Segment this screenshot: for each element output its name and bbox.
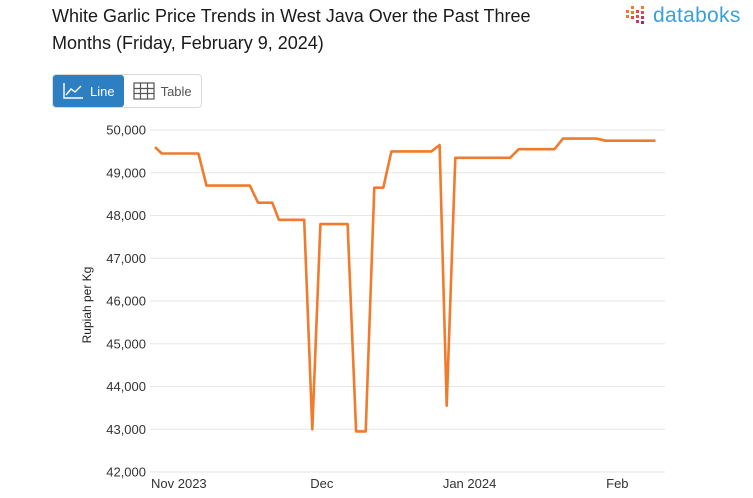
x-axis-ticks: Nov 2023 Dec Jan 2024 Feb [151, 476, 629, 491]
y-tick-label: 44,000 [106, 379, 146, 394]
y-tick-label: 50,000 [106, 123, 146, 138]
y-tick-label: 48,000 [106, 208, 146, 223]
table-view-label: Table [160, 83, 192, 99]
x-tick-label: Nov 2023 [151, 476, 207, 491]
series-layer [154, 137, 656, 433]
y-tick-label: 45,000 [106, 336, 146, 351]
y-axis-label: Rupiah per Kg [80, 267, 94, 344]
y-tick-label: 49,000 [106, 165, 146, 180]
chart-title: White Garlic Price Trends in West Java O… [52, 6, 531, 53]
line-view-button[interactable]: Line [53, 75, 124, 107]
databoks-logo-icon [626, 6, 644, 24]
x-tick-label: Jan 2024 [443, 476, 497, 491]
brand-name: databoks [653, 4, 741, 27]
table-icon [132, 82, 155, 100]
line-view-label: Line [90, 83, 115, 99]
y-tick-label: 43,000 [106, 422, 146, 437]
databoks-logo: databoks [625, 4, 741, 28]
x-tick-label: Dec [310, 476, 334, 491]
table-view-button[interactable]: Table [124, 75, 201, 107]
line-chart-icon [63, 83, 83, 99]
y-tick-label: 46,000 [106, 294, 146, 309]
y-tick-label: 47,000 [106, 251, 146, 266]
gridlines [150, 129, 665, 473]
series-line [154, 137, 656, 433]
y-tick-label: 42,000 [106, 465, 146, 480]
view-toggle: Line Table [52, 74, 202, 108]
x-tick-label: Feb [606, 476, 628, 491]
y-axis-ticks: 42,000 43,000 44,000 45,000 46,000 47,000 48,0… [106, 123, 146, 480]
